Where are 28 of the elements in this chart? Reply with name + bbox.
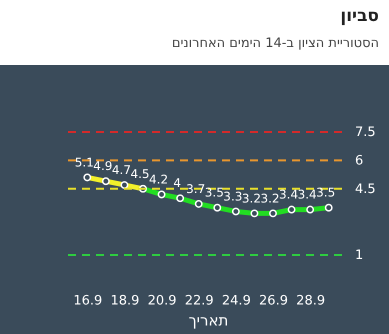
x-tick-label: 22.9 <box>184 294 214 308</box>
chart-subtitle: הסטוריית הציון ב-14 הימים האחרונים <box>172 36 379 51</box>
ref-line-label: 7.5 <box>355 125 376 140</box>
x-tick-label: 28.9 <box>296 294 326 308</box>
data-label: 3.4 <box>279 188 298 202</box>
x-axis-title: תאריך <box>188 312 228 330</box>
data-label: 4.7 <box>112 162 131 177</box>
x-tick-label: 16.9 <box>73 294 102 308</box>
data-label: 4 <box>173 176 181 190</box>
data-label: 3.5 <box>316 186 336 200</box>
data-label: 5.1 <box>74 155 94 170</box>
data-label: 3.2 <box>242 191 261 206</box>
ref-line-label: 1 <box>355 248 364 263</box>
ref-line-label: 4.5 <box>355 182 376 197</box>
data-label: 3.4 <box>298 188 317 202</box>
data-label: 4.9 <box>93 159 112 174</box>
data-label: 3.3 <box>223 189 242 204</box>
data-label: 3.7 <box>186 182 206 196</box>
data-label: 3.2 <box>260 191 280 206</box>
ref-line-label: 6 <box>355 153 364 168</box>
x-tick-label: 18.9 <box>110 294 140 308</box>
data-label: 4.2 <box>149 172 168 186</box>
x-tick-label: 24.9 <box>222 294 251 308</box>
data-label: 4.5 <box>130 166 150 181</box>
chart-title: סביון <box>340 6 379 26</box>
data-label: 3.5 <box>204 186 224 200</box>
x-tick-label: 20.9 <box>148 294 177 308</box>
x-tick-label: 26.9 <box>259 294 288 308</box>
